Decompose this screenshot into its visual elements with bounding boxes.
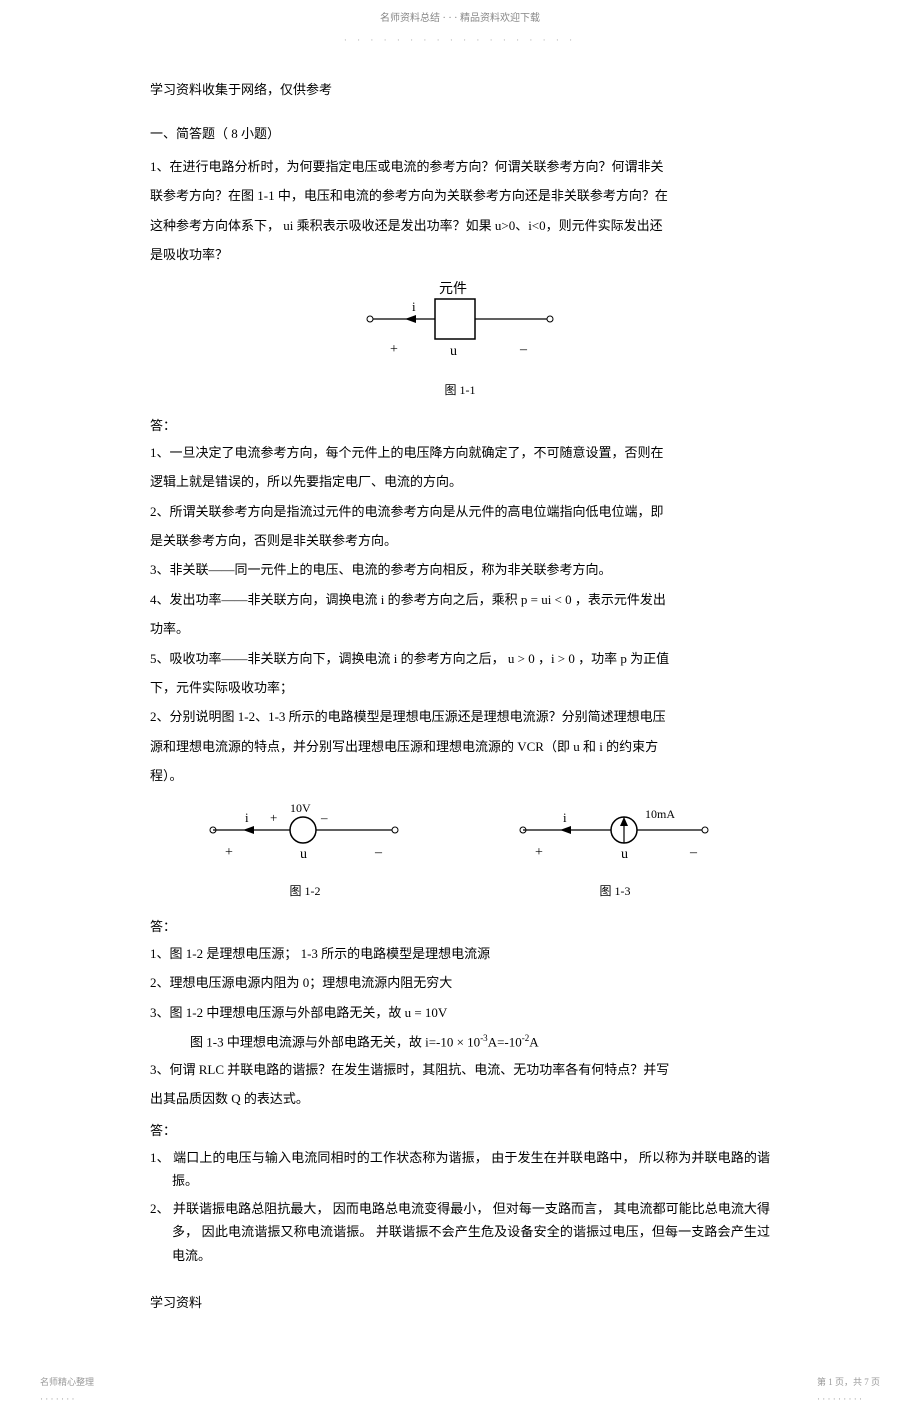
q3-line1: 3、何谓 RLC 并联电路的谐振？在发生谐振时，其阻抗、电流、无功功率各有何特点…	[150, 1058, 770, 1081]
ans1-p4b: 功率。	[150, 617, 770, 640]
circuit-diagram-1-2: i + 10V – + u –	[195, 800, 415, 870]
q2-line1: 2、分别说明图 1-2、1-3 所示的电路模型是理想电压源还是理想电流源？分别简…	[150, 705, 770, 728]
ans1-p1: 1、一旦决定了电流参考方向，每个元件上的电压降方向就确定了，不可随意设置，否则在	[150, 441, 770, 464]
page-footer: 名师精心整理 · · · · · · · 第 1 页，共 7 页 · · · ·…	[0, 1314, 920, 1426]
figure-1-2: i + 10V – + u – 图 1-2	[195, 800, 415, 903]
fig2-minus-inner: –	[320, 810, 328, 825]
q1-line2: 联参考方向？在图 1-1 中，电压和电流的参考方向为关联参考方向还是非关联参考方…	[150, 184, 770, 207]
q1-line1: 1、在进行电路分析时，为何要指定电压或电流的参考方向？何谓关联参考方向？何谓非关	[150, 155, 770, 178]
fig1-top-label: 元件	[439, 281, 467, 297]
fig3-current: 10mA	[645, 807, 675, 821]
page-header-dots: · · · · · · · · · · · · · · · · · ·	[0, 32, 920, 78]
fig2-i-label: i	[245, 810, 249, 825]
ans1-p3: 3、非关联——同一元件上的电压、电流的参考方向相反，称为非关联参考方向。	[150, 558, 770, 581]
ans2-p2: 2、理想电压源电源内阻为 0；理想电流源内阻无穷大	[150, 971, 770, 994]
fig2-plus: +	[225, 845, 233, 860]
footer-right-dots: · · · · · · · · ·	[817, 1391, 880, 1407]
q1-line4: 是吸收功率？	[150, 243, 770, 266]
fig3-plus: +	[535, 845, 543, 860]
fig2-minus: –	[374, 845, 383, 860]
fig3-caption: 图 1-3	[505, 881, 725, 903]
circuit-diagram-1-1: i 元件 + u –	[350, 279, 570, 369]
fig1-plus: +	[390, 342, 398, 357]
ans1-p2b: 是关联参考方向，否则是非关联参考方向。	[150, 529, 770, 552]
ans1-p5b: 下，元件实际吸收功率；	[150, 676, 770, 699]
ans2-p1: 1、图 1-2 是理想电压源； 1-3 所示的电路模型是理想电流源	[150, 942, 770, 965]
ans2-p3b-prefix: 图 1-3 中理想电流源与外部电路无关，故 i=-10 × 10	[190, 1034, 480, 1049]
figure-1-1: i 元件 + u – 图 1-1	[150, 279, 770, 402]
ans3-p1: 1、 端口上的电压与输入电流同相时的工作状态称为谐振， 由于发生在并联电路中， …	[150, 1146, 770, 1193]
fig2-voltage: 10V	[290, 801, 311, 815]
footer-right: 第 1 页，共 7 页 · · · · · · · · ·	[817, 1374, 880, 1406]
fig2-caption: 图 1-2	[195, 881, 415, 903]
figures-1-2-1-3: i + 10V – + u – 图 1-2 i 1	[150, 800, 770, 903]
fig3-u-label: u	[621, 847, 628, 862]
ans1-p4: 4、发出功率——非关联方向，调换电流 i 的参考方向之后，乘积 p = ui <…	[150, 588, 770, 611]
footer-right-text: 第 1 页，共 7 页	[817, 1374, 880, 1390]
fig1-minus: –	[519, 342, 528, 357]
content-area: 学习资料收集于网络，仅供参考 一、简答题（ 8 小题） 1、在进行电路分析时，为…	[0, 78, 920, 1314]
ans2-p3b-suffix: A	[529, 1034, 538, 1049]
footer-left-dots: · · · · · · ·	[40, 1391, 94, 1407]
fig1-u-label: u	[450, 344, 457, 359]
fig2-u-label: u	[300, 847, 307, 862]
fig3-i-label: i	[563, 810, 567, 825]
q2-line2: 源和理想电流源的特点，并分别写出理想电压源和理想电流源的 VCR（即 u 和 i…	[150, 735, 770, 758]
footer-left-text: 名师精心整理	[40, 1374, 94, 1390]
ans1-label: 答：	[150, 414, 770, 437]
footer-left: 名师精心整理 · · · · · · ·	[40, 1374, 94, 1406]
ans3-p2: 2、 并联谐振电路总阻抗最大， 因而电路总电流变得最小， 但对每一支路而言， 其…	[150, 1197, 770, 1267]
q2-line3: 程）。	[150, 764, 770, 787]
ans1-p1b: 逻辑上就是错误的，所以先要指定电厂、电流的方向。	[150, 470, 770, 493]
preface-text: 学习资料收集于网络，仅供参考	[150, 78, 770, 101]
figure-1-3: i 10mA + u – 图 1-3	[505, 800, 725, 903]
page-header: 名师资料总结 · · · 精品资料欢迎下载	[0, 0, 920, 32]
ans2-p3: 3、图 1-2 中理想电压源与外部电路无关，故 u = 10V	[150, 1001, 770, 1024]
fig3-minus: –	[689, 845, 698, 860]
ans2-exp1: -3	[480, 1033, 488, 1043]
fig2-plus-inner: +	[270, 810, 277, 825]
section-title: 一、简答题（ 8 小题）	[150, 122, 770, 145]
fig1-caption: 图 1-1	[150, 380, 770, 402]
ans3-label: 答：	[150, 1119, 770, 1142]
q3-line2: 出其品质因数 Q 的表达式。	[150, 1087, 770, 1110]
ans1-p5: 5、吸收功率——非关联方向下，调换电流 i 的参考方向之后， u > 0 ，i …	[150, 647, 770, 670]
ans1-p2: 2、所谓关联参考方向是指流过元件的电流参考方向是从元件的高电位端指向低电位端，即	[150, 500, 770, 523]
circuit-diagram-1-3: i 10mA + u –	[505, 800, 725, 870]
ans2-p3b: 图 1-3 中理想电流源与外部电路无关，故 i=-10 × 10-3A=-10-…	[150, 1030, 770, 1054]
fig1-i-label: i	[412, 299, 416, 314]
ans2-label: 答：	[150, 915, 770, 938]
q1-line3: 这种参考方向体系下， ui 乘积表示吸收还是发出功率？如果 u>0、i<0，则元…	[150, 214, 770, 237]
ans2-p3b-mid: A=-10	[488, 1034, 522, 1049]
